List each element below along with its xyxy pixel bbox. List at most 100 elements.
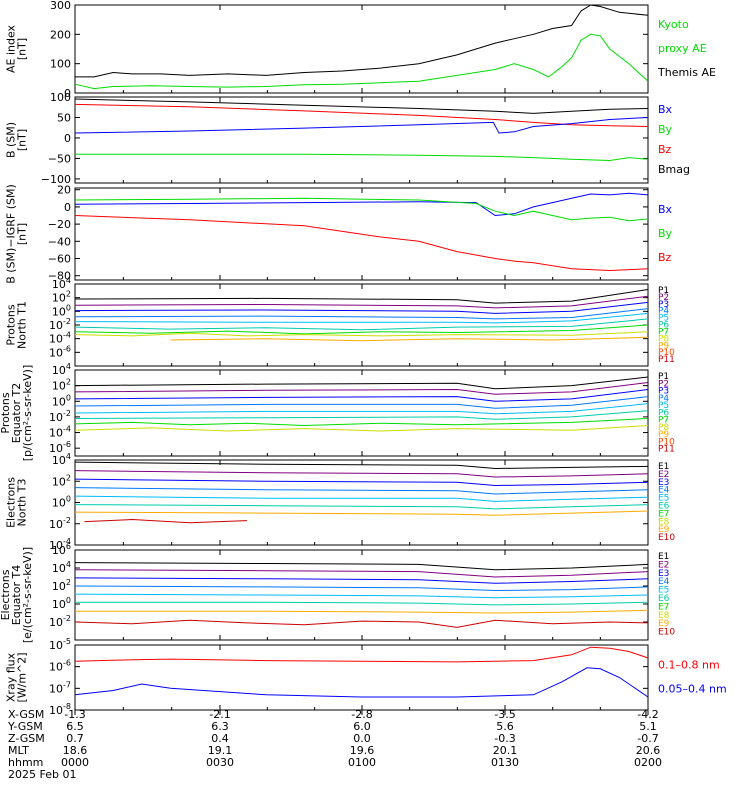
- y-axis-label: AE index[nT]: [5, 24, 29, 73]
- series-line: [74, 410, 649, 420]
- legend-entry: E7: [658, 509, 669, 519]
- y-tick-label: 10-4: [49, 425, 71, 440]
- panel-8: 10-5 10-6 10-7 10-8 Xray flux[W/m^2] 0.1–0.8 …: [5, 637, 727, 717]
- y-tick-label: 10-2: [49, 614, 71, 629]
- series-line: [74, 646, 649, 663]
- legend-entry: E4: [658, 486, 670, 496]
- panel-frame: [74, 4, 649, 94]
- series-line: [74, 396, 649, 409]
- series-line: [75, 609, 649, 614]
- y-tick-label: 0: [64, 87, 71, 100]
- legend-entry: Themis AE: [657, 66, 716, 79]
- legend-entry: P5: [658, 401, 669, 411]
- series-line: [74, 418, 649, 427]
- legend-entry: 0.05–0.4 nm: [658, 683, 727, 696]
- legend-entry: By: [658, 227, 673, 240]
- series-line: [74, 478, 649, 487]
- legend-entry: P8: [658, 334, 669, 344]
- y-axis-label: B (SM)−IGRF (SM)[nT]: [5, 184, 29, 284]
- legend-entry: Bx: [658, 203, 673, 216]
- legend-entry: E9: [658, 619, 670, 629]
- panel-frame: [74, 96, 649, 184]
- legend-entry: E1: [658, 552, 669, 562]
- y-tick-label: 10-2: [49, 409, 71, 424]
- y-axis-label: Xray flux[W/m^2]: [5, 652, 29, 702]
- y-tick-label: 100: [50, 91, 71, 104]
- series-line: [74, 324, 649, 335]
- y-tick-label: 102: [52, 378, 71, 393]
- series-line: [74, 562, 649, 571]
- panel-2: 100 50 0 −50 −100 B (SM)[nT] Bx By Bz Bmag: [5, 91, 691, 186]
- series-line: [74, 331, 649, 337]
- legend-entry: P9: [658, 341, 669, 351]
- legend-entry: P11: [658, 355, 675, 365]
- y-tick-label: 10-5: [49, 637, 71, 652]
- y-tick-label: −80: [48, 270, 71, 283]
- series-line: [74, 389, 649, 402]
- series-line: [74, 495, 649, 502]
- legend-entry: P10: [658, 437, 675, 447]
- series-line: [170, 336, 649, 342]
- panel-frame: [74, 459, 649, 546]
- legend-entry: Kyoto: [658, 18, 689, 31]
- legend-entry: E6: [658, 594, 670, 604]
- y-axis-label: B (SM)[nT]: [5, 122, 29, 158]
- y-tick-label: 50: [57, 111, 71, 124]
- legend-entry: By: [658, 123, 673, 136]
- series-line: [74, 619, 649, 628]
- legend-entry: E1: [658, 462, 669, 472]
- series-line: [74, 403, 649, 415]
- y-tick-label: 106: [52, 542, 71, 557]
- panel-7: 106 104 102 100 10-2 ElectronsEquator T4[e/(c…: [0, 542, 675, 643]
- legend-entry: E4: [658, 577, 670, 587]
- y-tick-label: 0: [64, 201, 71, 214]
- legend-entry: P6: [658, 408, 669, 418]
- y-tick-label: 100: [52, 596, 71, 611]
- series-line: [74, 197, 649, 222]
- series-line: [74, 308, 649, 320]
- legend-entry: E5: [658, 494, 669, 504]
- series-line: [74, 192, 649, 217]
- legend-entry: P1: [658, 286, 669, 296]
- y-tick-label: 0: [64, 132, 71, 145]
- series-line: [74, 289, 649, 304]
- y-tick-label: 10-7: [49, 680, 71, 695]
- y-tick-label: 104: [52, 560, 71, 575]
- legend-entry: E8: [658, 611, 670, 621]
- y-axis-label: ProtonsNorth T1: [5, 301, 29, 349]
- legend-entry: E2: [658, 560, 669, 570]
- legend-entry: Bz: [658, 251, 672, 264]
- y-tick-label: 104: [52, 452, 71, 467]
- legend-entry: P7: [658, 327, 669, 337]
- legend-entry: P2: [658, 293, 669, 303]
- legend-entry: P11: [658, 445, 675, 455]
- panel-frame: [74, 283, 649, 367]
- series-line: [74, 103, 649, 127]
- y-tick-label: 10-2: [49, 516, 71, 531]
- series-line: [74, 301, 649, 314]
- legend-entry: P9: [658, 430, 669, 440]
- legend-entry: E10: [658, 533, 675, 543]
- y-axis-label: ElectronsEquator T4[e/(cm²-s-sr-keV)]: [0, 547, 34, 643]
- series-line: [74, 577, 649, 584]
- legend-entry: P1: [658, 372, 669, 382]
- legend-entry: E3: [658, 569, 669, 579]
- legend-entry: P8: [658, 423, 669, 433]
- legend-entry: E3: [658, 478, 669, 488]
- legend-entry: E10: [658, 628, 675, 638]
- y-axis-label: ElectronsNorth T3: [5, 477, 29, 528]
- legend-entry: E8: [658, 517, 670, 527]
- y-tick-label: 102: [52, 578, 71, 593]
- series-line: [74, 318, 649, 331]
- panel-3: 20 0 −20 −40 −60 −80 B (SM)−IGRF (SM)[nT] Bx By B…: [5, 184, 673, 284]
- y-tick-label: 10-6: [49, 344, 71, 359]
- y-tick-label: 102: [52, 473, 71, 488]
- y-tick-label: 20: [57, 184, 71, 197]
- y-tick-label: 100: [52, 393, 71, 408]
- legend-entry: P3: [658, 387, 669, 397]
- series-line: [74, 461, 649, 470]
